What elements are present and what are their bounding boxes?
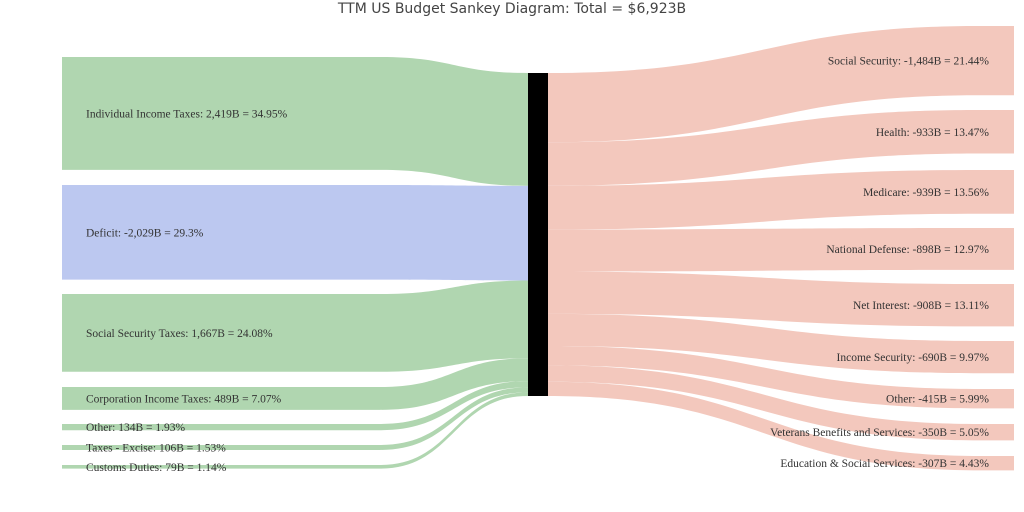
- target-label: Other: -415B = 5.99%: [886, 394, 989, 406]
- source-label: Social Security Taxes: 1,667B = 24.08%: [86, 328, 273, 340]
- target-link: [548, 346, 1014, 409]
- target-label: Health: -933B = 13.47%: [876, 127, 990, 139]
- source-label: Deficit: -2,029B = 29.3%: [86, 227, 204, 239]
- target-link: [548, 313, 1014, 374]
- target-link: [548, 110, 1014, 186]
- target-link: [548, 381, 1014, 471]
- source-link: [62, 280, 528, 372]
- target-label: National Defense: -898B = 12.97%: [826, 244, 989, 256]
- source-label: Customs Duties: 79B = 1.14%: [86, 462, 227, 474]
- target-label: Net Interest: -908B = 13.11%: [853, 300, 989, 312]
- chart-title: TTM US Budget Sankey Diagram: Total = $6…: [337, 1, 687, 17]
- target-link: [548, 26, 1014, 143]
- target-label: Social Security: -1,484B = 21.44%: [828, 56, 989, 68]
- source-link: [62, 185, 528, 281]
- source-label: Individual Income Taxes: 2,419B = 34.95%: [86, 108, 288, 120]
- target-link: [548, 228, 1014, 272]
- source-link: [62, 57, 528, 186]
- target-label: Education & Social Services: -307B = 4.4…: [780, 458, 989, 470]
- source-label: Corporation Income Taxes: 489B = 7.07%: [86, 393, 282, 405]
- source-link: [62, 381, 528, 431]
- target-label: Income Security: -690B = 9.97%: [837, 352, 990, 364]
- target-link: [548, 170, 1014, 230]
- hub-node: [528, 73, 548, 396]
- target-link: [548, 365, 1014, 441]
- target-label: Medicare: -939B = 13.56%: [863, 187, 989, 199]
- target-link: [548, 271, 1014, 327]
- target-label: Veterans Benefits and Services: -350B = …: [770, 427, 989, 439]
- source-link: [62, 358, 528, 410]
- source-label: Taxes - Excise: 106B = 1.53%: [86, 442, 226, 454]
- source-label: Other: 134B = 1.93%: [86, 422, 186, 434]
